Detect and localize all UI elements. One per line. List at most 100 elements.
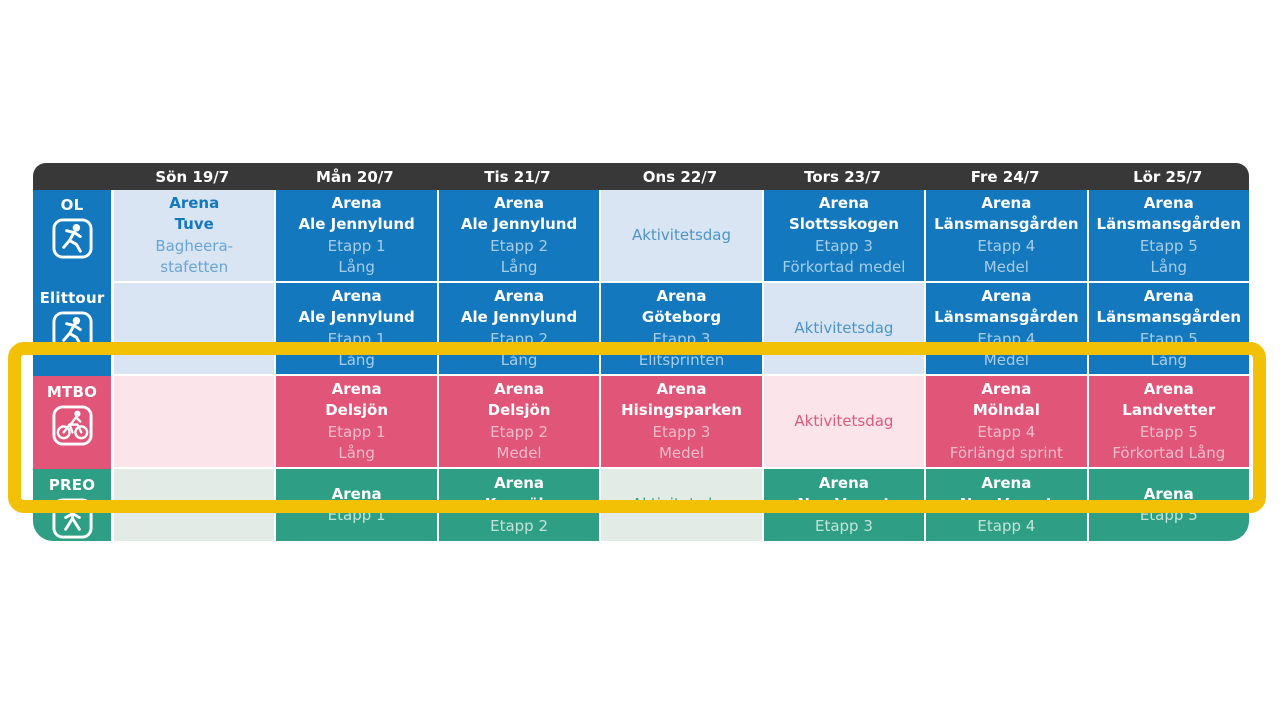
day-header-fri: Fre 24/7 <box>970 167 1040 186</box>
cell-mtbo-sun <box>114 376 275 467</box>
cell-line: Etapp 4 <box>977 516 1036 535</box>
cell-line: Medel <box>658 444 705 462</box>
cell-line: Lång <box>338 258 375 276</box>
day-header-tue: Tis 21/7 <box>484 167 551 186</box>
row-label-elittour: Elittour <box>33 289 111 353</box>
cell-elittour-sat: Arena Länsmansgården Etapp 5 Lång <box>1088 283 1249 374</box>
cell-line: Förkortad Lång <box>1112 444 1226 462</box>
cell-line: Arena <box>981 473 1032 492</box>
cell-line: Etapp 2 <box>490 516 549 535</box>
label-band-mtbo: MTBO <box>33 376 111 469</box>
cell-line: Etapp 3 <box>814 236 873 255</box>
cell-line: Delsjön <box>487 401 551 419</box>
cell-line: Mölndal <box>972 401 1040 419</box>
cell-mtbo-thu: Aktivitetsdag <box>763 376 925 467</box>
cell-line: Lång <box>1150 351 1188 369</box>
cell-elittour-fri: Arena Länsmansgården Etapp 4 Medel <box>926 283 1087 374</box>
cell-line: Arena <box>1143 379 1194 398</box>
activity-day-text: Aktivitetsdag <box>631 225 732 244</box>
cell-line: Arena <box>331 286 382 305</box>
cell-line: Arena <box>656 286 707 305</box>
cell-elittour-wed: Arena Göteborg Etapp 3 Elitsprinten <box>601 283 762 374</box>
cell-mtbo-sat: Arena Landvetter Etapp 5 Förkortad Lång <box>1088 376 1249 467</box>
cell-line: Slottsskogen <box>788 215 899 233</box>
cell-ol-sun: Arena Tuve Bagheera- stafetten <box>114 190 275 281</box>
cell-elittour-mon: Arena Ale Jennylund Etapp 1 Lång <box>276 283 437 374</box>
cell-mtbo-fri: Arena Mölndal Etapp 4 Förlängd sprint <box>926 376 1087 467</box>
cell-mtbo-wed: Arena Hisingsparken Etapp 3 Medel <box>601 376 762 467</box>
cell-ol-mon: Arena Ale Jennylund Etapp 1 Lång <box>276 190 437 281</box>
cell-line: Arena <box>1143 286 1194 305</box>
cell-line: Länsmansgården <box>1096 215 1242 233</box>
cell-line: Arena <box>981 379 1032 398</box>
cell-line: Lång <box>500 351 538 369</box>
cell-line: Arena <box>331 484 382 503</box>
cell-line: Arena <box>818 193 869 212</box>
cell-mtbo-mon: Arena Delsjön Etapp 1 Lång <box>276 376 437 467</box>
highlight-rectangle <box>8 342 1266 513</box>
day-header-sun: Sön 19/7 <box>155 167 230 186</box>
cell-line: Ale Jennylund <box>460 215 578 233</box>
row-label-mtbo: MTBO <box>33 383 111 447</box>
activity-day-text: Aktivitetsdag <box>794 318 894 337</box>
cell-line: Länsmansgården <box>934 215 1079 233</box>
cell-line: Etapp 4 <box>977 422 1036 441</box>
cell-line: Förlängd sprint <box>949 444 1063 462</box>
cell-line: Arena <box>494 473 545 492</box>
cell-line: Medel <box>496 444 542 462</box>
cell-line: Hisingsparken <box>621 401 742 419</box>
cell-line: Ale Jennylund <box>298 215 415 233</box>
cell-line: Landvetter <box>1122 401 1216 419</box>
cell-elittour-thu: Aktivitetsdag <box>763 283 925 374</box>
day-header-wed: Ons 22/7 <box>642 167 718 186</box>
cell-line: Delsjön <box>325 401 389 419</box>
mtbo-label: MTBO <box>46 383 98 401</box>
cell-line: Arena <box>331 193 382 212</box>
schedule-header-row: Sön 19/7 Mån 20/7 Tis 21/7 Ons 22/7 Tors… <box>33 163 1249 190</box>
cell-elittour-sun <box>114 283 275 374</box>
cell-line: Tuve <box>174 215 214 233</box>
row-label-preo: PREO <box>33 476 111 540</box>
cell-line: Etapp 1 <box>327 422 386 441</box>
preo-label: PREO <box>48 476 96 494</box>
cell-elittour-tue: Arena Ale Jennylund Etapp 2 Lång <box>438 283 600 374</box>
cell-line: Etapp 3 <box>652 422 711 441</box>
cell-line: Arena <box>169 193 220 212</box>
cell-line: Etapp 4 <box>977 236 1036 255</box>
cell-line: Arena <box>331 379 382 398</box>
cell-line: Arena <box>656 379 707 398</box>
cell-line: Lång <box>338 351 375 369</box>
cell-line: Etapp 3 <box>814 516 873 535</box>
mountain-bike-icon <box>51 405 93 446</box>
cell-line: Förkortad medel <box>782 258 906 276</box>
cell-ol-tue: Arena Ale Jennylund Etapp 2 Lång <box>438 190 600 281</box>
activity-day-text: Aktivitetsdag <box>794 411 894 430</box>
cell-line: Arena <box>1143 193 1194 212</box>
cell-line: Ale Jennylund <box>460 308 578 326</box>
cell-line: Lång <box>338 444 375 462</box>
cell-line: Lång <box>1150 258 1188 276</box>
cell-line: Arena <box>1143 484 1194 503</box>
cell-line: Arena <box>981 286 1032 305</box>
cell-line: Arena <box>818 473 869 492</box>
cell-ol-sat: Arena Länsmansgården Etapp 5 Lång <box>1088 190 1249 281</box>
cell-line: Medel <box>983 258 1029 276</box>
ol-label: OL <box>60 196 84 214</box>
day-header-sat: Lör 25/7 <box>1133 167 1203 186</box>
orienteering-runner-icon <box>51 218 93 259</box>
cell-mtbo-tue: Arena Delsjön Etapp 2 Medel <box>438 376 600 467</box>
cell-line: Arena <box>981 193 1032 212</box>
cell-line: Bagheera- <box>155 236 234 255</box>
cell-line: Lång <box>500 258 538 276</box>
cell-line: Medel <box>983 351 1029 369</box>
cell-line: stafetten <box>160 258 229 276</box>
cell-line: Arena <box>494 286 545 305</box>
cell-line: Etapp 5 <box>1139 236 1198 255</box>
cell-line: Länsmansgården <box>1096 308 1242 326</box>
day-header-thu: Tors 23/7 <box>804 167 881 186</box>
elittour-label: Elittour <box>39 289 105 307</box>
cell-line: Etapp 1 <box>327 236 386 255</box>
cell-line: Etapp 2 <box>490 236 549 255</box>
cell-line: Arena <box>494 379 545 398</box>
